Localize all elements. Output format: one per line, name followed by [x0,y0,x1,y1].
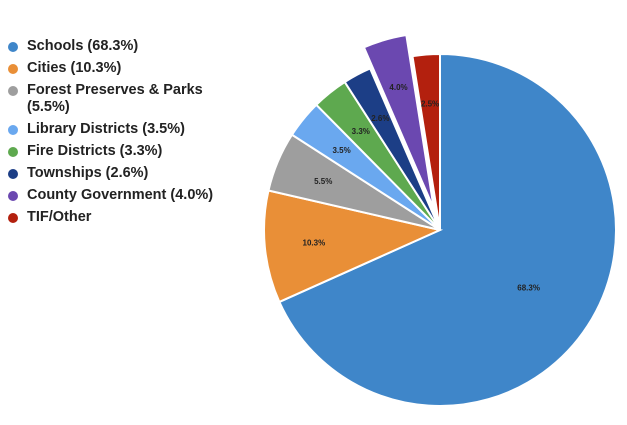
legend-swatch [8,169,18,179]
legend-item: County Government (4.0%) [8,187,248,204]
legend-label: Library Districts (3.5%) [27,121,185,137]
slice-data-label: 2.5% [421,100,439,109]
pie-slice [362,33,435,210]
slice-data-label: 10.3% [303,238,326,247]
legend-swatch [8,42,18,52]
pie-slice [343,67,441,231]
legend-item: Fire Districts (3.3%) [8,143,248,160]
legend-swatch [8,213,18,223]
legend-item: Schools (68.3%) [8,38,248,55]
legend-item: Cities (10.3%) [8,60,248,77]
slice-data-label: 68.3% [517,283,540,292]
slice-data-label: 3.5% [332,146,350,155]
slice-data-label: 5.5% [314,177,332,186]
slice-data-label: 3.3% [352,127,370,136]
legend-item: Library Districts (3.5%) [8,121,248,138]
legend-label: Schools (68.3%) [27,38,139,54]
legend-swatch [8,64,18,74]
legend-swatch [8,125,18,135]
pie-slice [263,189,444,304]
chart-legend: Schools (68.3%) Cities (10.3%) Forest Pres… [8,38,248,231]
legend-label: Fire Districts (3.3%) [27,143,163,159]
pie-slice [278,52,617,407]
legend-swatch [8,191,18,201]
legend-item: Forest Preserves & Parks (5.5%) [8,82,248,116]
legend-item: Townships (2.6%) [8,165,248,182]
legend-swatch [8,86,18,96]
legend-label: Cities (10.3%) [27,60,122,76]
legend-label: Forest Preserves & Parks (5.5%) [27,82,203,115]
slice-data-label: 4.0% [389,83,407,92]
legend-swatch [8,147,18,157]
legend-item: TIF/Other [8,209,248,226]
legend-label: TIF/Other [27,209,92,225]
slice-data-label: 2.6% [371,114,389,123]
pie-slice [411,52,441,231]
legend-label: County Government (4.0%) [27,187,214,203]
legend-label: Townships (2.6%) [27,165,149,181]
